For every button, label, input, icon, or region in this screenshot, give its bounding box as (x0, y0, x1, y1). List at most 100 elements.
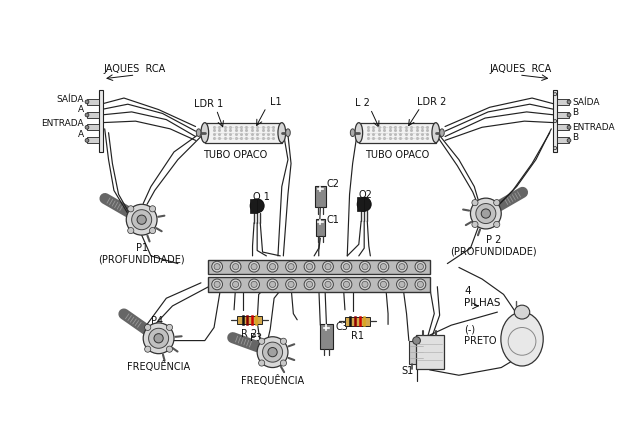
Ellipse shape (501, 312, 543, 366)
Circle shape (166, 324, 173, 330)
Bar (87, 99, 99, 105)
Bar (99, 90, 103, 152)
Circle shape (567, 125, 571, 129)
Circle shape (481, 209, 490, 218)
Circle shape (232, 264, 239, 270)
Bar (553, 90, 557, 152)
Circle shape (567, 100, 571, 104)
Circle shape (399, 281, 405, 287)
Circle shape (554, 146, 557, 149)
Circle shape (360, 279, 371, 290)
Circle shape (143, 323, 174, 354)
Circle shape (137, 215, 147, 224)
Bar (87, 112, 99, 118)
Bar (557, 124, 569, 130)
Ellipse shape (285, 129, 291, 137)
Text: ENTRADA
B: ENTRADA B (572, 123, 614, 143)
Text: P1
(PROFUNDIDADE): P1 (PROFUNDIDADE) (99, 243, 185, 264)
Circle shape (251, 281, 257, 287)
Circle shape (399, 264, 405, 270)
Circle shape (214, 264, 220, 270)
Bar (315, 186, 326, 207)
Circle shape (285, 279, 296, 290)
Circle shape (230, 261, 241, 272)
Circle shape (257, 337, 288, 368)
Circle shape (341, 279, 352, 290)
Circle shape (476, 203, 496, 223)
Bar (316, 219, 325, 236)
Circle shape (150, 206, 156, 212)
Text: S1: S1 (401, 366, 413, 376)
Circle shape (415, 261, 426, 272)
Circle shape (251, 264, 257, 270)
Circle shape (280, 338, 287, 344)
Circle shape (150, 228, 156, 234)
Circle shape (417, 281, 424, 287)
Circle shape (85, 125, 89, 129)
Circle shape (325, 264, 331, 270)
Ellipse shape (196, 129, 201, 137)
Circle shape (288, 264, 294, 270)
Circle shape (378, 261, 389, 272)
Circle shape (259, 360, 265, 366)
Circle shape (307, 281, 312, 287)
Text: C3: C3 (336, 322, 349, 332)
Circle shape (262, 342, 283, 362)
Bar (345, 318, 369, 326)
Circle shape (362, 281, 368, 287)
Bar (557, 99, 569, 105)
Text: LDR 1: LDR 1 (194, 99, 223, 109)
Circle shape (249, 261, 259, 272)
Circle shape (269, 264, 276, 270)
Bar (250, 199, 257, 213)
Text: R 2: R 2 (241, 329, 257, 339)
Circle shape (470, 198, 501, 229)
Circle shape (378, 279, 389, 290)
Circle shape (280, 360, 287, 366)
Circle shape (212, 279, 223, 290)
Polygon shape (359, 123, 436, 143)
Circle shape (567, 139, 571, 142)
Circle shape (145, 324, 151, 330)
Circle shape (554, 92, 557, 96)
Circle shape (493, 221, 500, 228)
Circle shape (212, 261, 223, 272)
Text: Q 1: Q 1 (253, 192, 269, 202)
Text: Q2: Q2 (359, 190, 372, 200)
Circle shape (214, 281, 220, 287)
Circle shape (344, 264, 349, 270)
Circle shape (413, 337, 420, 344)
Circle shape (126, 204, 157, 235)
Ellipse shape (440, 129, 444, 137)
Text: C2: C2 (326, 179, 339, 189)
Circle shape (304, 279, 315, 290)
Bar (557, 137, 569, 143)
Bar (237, 316, 262, 324)
Circle shape (154, 334, 163, 343)
Circle shape (85, 100, 89, 104)
Circle shape (250, 199, 264, 213)
Circle shape (145, 346, 151, 352)
Circle shape (288, 281, 294, 287)
Text: TUBO OPACO: TUBO OPACO (365, 150, 429, 160)
Circle shape (357, 197, 371, 211)
Circle shape (230, 279, 241, 290)
Circle shape (259, 338, 265, 344)
Circle shape (166, 346, 173, 352)
Circle shape (232, 281, 239, 287)
Text: JAQUES  RCA: JAQUES RCA (103, 64, 165, 74)
Circle shape (415, 279, 426, 290)
Circle shape (304, 261, 315, 272)
Text: R1: R1 (351, 330, 364, 340)
Text: LDR 2: LDR 2 (417, 97, 447, 107)
Bar (87, 137, 99, 143)
Bar (208, 260, 429, 273)
Circle shape (285, 261, 296, 272)
Bar (87, 124, 99, 130)
Polygon shape (205, 123, 282, 143)
Circle shape (397, 261, 407, 272)
Ellipse shape (350, 129, 355, 137)
Circle shape (132, 210, 152, 230)
Ellipse shape (355, 123, 363, 143)
Ellipse shape (201, 123, 209, 143)
